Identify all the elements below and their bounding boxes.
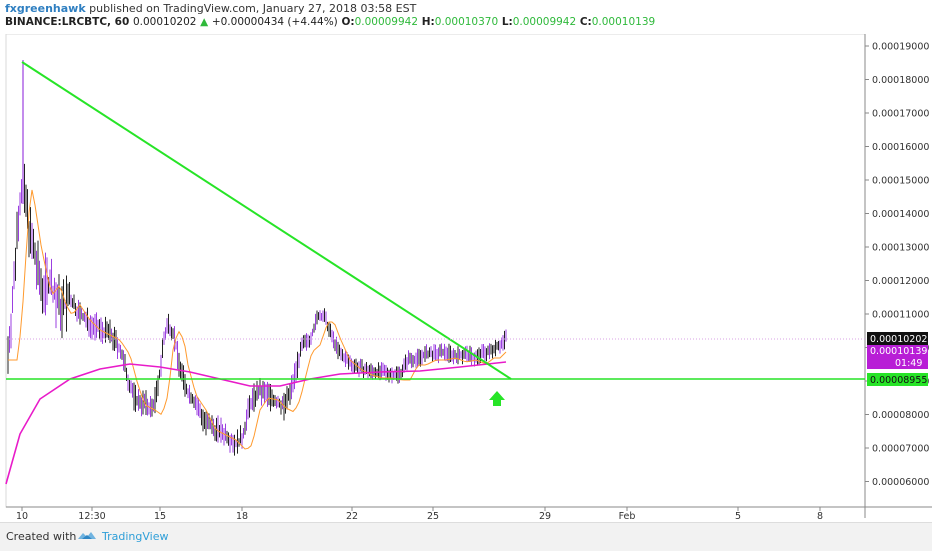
price-tick-label: 0.00007000 — [872, 444, 929, 455]
time-tick-label: 25 — [427, 511, 439, 522]
countdown-tag: 01:49 — [867, 357, 928, 369]
countdown-text: 01:49 — [895, 358, 922, 369]
symbol-label: BINANCE:LRCBTC, 60 — [5, 16, 130, 28]
price-tick-label: 0.00006000 — [872, 477, 929, 488]
price-chart[interactable]: 0.00019000 0.00018000 0.00017000 0.00016000… — [0, 33, 932, 522]
breakout-arrow-icon — [489, 391, 505, 406]
chart-area[interactable]: 0.00019000 0.00018000 0.00017000 0.00016000… — [0, 33, 932, 522]
last-price-tag: 0.00010202 — [867, 332, 928, 345]
price-tick-label: 0.00014000 — [872, 209, 929, 220]
close-price-tag-text: 0.00010139 — [870, 346, 927, 357]
price-tick-label: 0.00008000 — [872, 410, 929, 421]
time-tick-label: 15 — [154, 511, 166, 522]
created-with-text: Created with — [6, 530, 77, 543]
price-tick-label: 0.00018000 — [872, 75, 929, 86]
support-price-tag: 0.00008955 — [867, 373, 928, 386]
close-price-tag: 0.00010139 — [867, 345, 928, 357]
low-value: 0.00009942 — [512, 16, 577, 28]
descending-trendline[interactable] — [21, 61, 512, 380]
chart-header: fxgreenhawk published on TradingView.com… — [0, 0, 932, 34]
author-link[interactable]: fxgreenhawk — [5, 2, 86, 15]
publish-info: fxgreenhawk published on TradingView.com… — [5, 2, 416, 15]
candlestick-series — [7, 60, 507, 456]
price-tick-label: 0.00011000 — [872, 310, 929, 321]
close-label: C: — [579, 16, 592, 28]
high-value: 0.00010370 — [434, 16, 499, 28]
change-arrow-icon: ▲ — [200, 16, 209, 28]
time-tick-label: 5 — [735, 511, 741, 522]
price-tick-label: 0.00013000 — [872, 243, 929, 254]
open-label: O: — [341, 16, 355, 28]
symbol-info: BINANCE:LRCBTC, 60 0.00010202 ▲ +0.00000… — [5, 16, 655, 28]
price-tick-label: 0.00015000 — [872, 176, 929, 187]
low-label: L: — [501, 16, 513, 28]
price-axis[interactable]: 0.00019000 0.00018000 0.00017000 0.00016000… — [865, 42, 929, 489]
footer-bar: Created with TradingView — [0, 522, 932, 551]
price-tick-label: 0.00012000 — [872, 276, 929, 287]
moving-average-fast — [8, 189, 507, 450]
tradingview-logo-icon[interactable] — [76, 529, 98, 543]
support-price-tag-text: 0.00008955 — [870, 375, 927, 386]
time-tick-label: Feb — [619, 511, 636, 522]
time-tick-label: 8 — [817, 511, 823, 522]
time-tick-label: 18 — [236, 511, 248, 522]
close-value: 0.00010139 — [591, 16, 656, 28]
time-tick-label: 29 — [539, 511, 551, 522]
last-price: 0.00010202 — [132, 16, 197, 28]
price-tick-label: 0.00016000 — [872, 142, 929, 153]
tradingview-link[interactable]: TradingView — [102, 530, 169, 543]
time-tick-label: 10 — [16, 511, 28, 522]
time-axis[interactable]: 10 12:30 15 18 22 25 29 Feb 5 8 — [16, 507, 823, 522]
open-value: 0.00009942 — [354, 16, 419, 28]
high-label: H: — [421, 16, 435, 28]
last-price-tag-text: 0.00010202 — [870, 334, 927, 345]
price-tick-label: 0.00019000 — [872, 42, 929, 53]
price-tick-label: 0.00017000 — [872, 109, 929, 120]
price-change: +0.00000434 (+4.44%) — [211, 16, 338, 28]
time-tick-label: 22 — [346, 511, 358, 522]
plot-frame — [5, 33, 866, 508]
time-tick-label: 12:30 — [78, 511, 105, 522]
published-text: published on TradingView.com, January 27… — [89, 2, 417, 15]
